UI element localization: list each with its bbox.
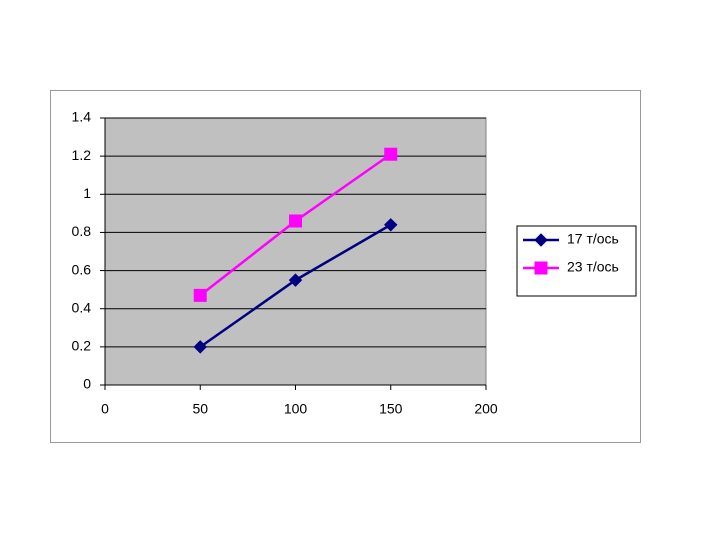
x-tick-label: 200: [474, 401, 498, 417]
marker: [193, 288, 207, 302]
y-tick-label: 0: [83, 376, 91, 392]
legend-label: 17 т/ось: [567, 231, 619, 247]
marker: [288, 273, 303, 287]
x-tick-label: 50: [192, 401, 208, 417]
legend-label: 23 т/ось: [567, 259, 619, 275]
x-tick-label: 100: [284, 401, 308, 417]
marker: [384, 218, 398, 232]
y-tick-label: 0.2: [72, 338, 92, 354]
y-tick-label: 0.4: [72, 299, 92, 315]
y-tick-label: 1.4: [72, 109, 92, 125]
y-tick-label: 0.8: [72, 223, 92, 239]
marker: [289, 214, 302, 228]
y-tick-label: 1: [83, 185, 91, 201]
plot-area: [104, 117, 487, 386]
y-tick-label: 0.6: [72, 261, 92, 277]
marker: [193, 340, 207, 354]
marker: [384, 147, 398, 161]
x-tick-label: 150: [379, 401, 403, 417]
marker: [534, 261, 548, 275]
x-tick-label: 0: [101, 401, 109, 417]
marker: [534, 233, 548, 247]
y-tick-label: 1.2: [72, 147, 92, 163]
